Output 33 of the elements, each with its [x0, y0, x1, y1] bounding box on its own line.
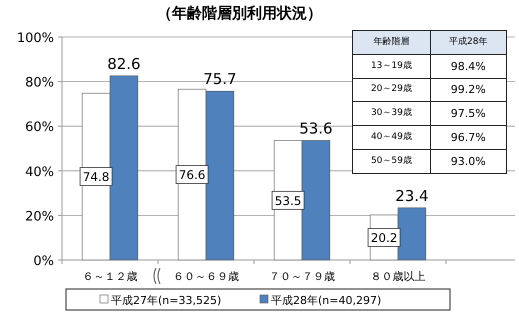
y-tick-label: 60%: [25, 120, 54, 136]
x-tick-label: ６～１２歳: [82, 270, 138, 283]
data-label: 74.8: [82, 170, 110, 184]
annotation: 50～59歳: [352, 149, 430, 174]
annotation: 99.2%: [430, 78, 506, 102]
data-label: 82.6: [107, 54, 141, 73]
data-label: 20.2: [370, 230, 398, 245]
data-label: 53.6: [299, 119, 333, 138]
annotation: 40～49歳: [352, 126, 430, 150]
annotation: 98.4%: [430, 54, 506, 78]
x-tick-label: ７０～７９歳: [269, 270, 335, 283]
annotation: 30～39歳: [352, 102, 430, 126]
data-label: 23.4: [395, 186, 429, 205]
annotation: 年齢階層: [352, 30, 430, 54]
x-tick-label: ６０～６９歳: [173, 270, 239, 283]
chart-title: （年齢階層別利用状況）: [157, 4, 322, 22]
y-tick-label: 80%: [25, 76, 54, 91]
y-tick-label: 0%: [33, 254, 54, 269]
x-tick-label: ８０歳以上: [370, 270, 426, 283]
annotation: 96.7%: [430, 126, 506, 150]
annotation: 97.5%: [430, 102, 506, 126]
data-label: 53.5: [274, 194, 302, 208]
annotation: 20～29歳: [352, 78, 430, 102]
y-tick-label: 20%: [25, 209, 54, 224]
y-tick-label: 100%: [16, 31, 54, 46]
annotation: 93.0%: [430, 149, 506, 174]
annotation: 13～19歳: [352, 54, 430, 78]
legend-label: 平成27年(n=33,525): [111, 294, 222, 307]
y-tick-label: 40%: [25, 164, 54, 180]
legend-label: 平成28年(n=40,297): [271, 294, 382, 307]
data-label: 75.7: [203, 70, 237, 88]
annotation: 平成28年: [430, 30, 506, 54]
data-label: 76.6: [178, 168, 206, 182]
